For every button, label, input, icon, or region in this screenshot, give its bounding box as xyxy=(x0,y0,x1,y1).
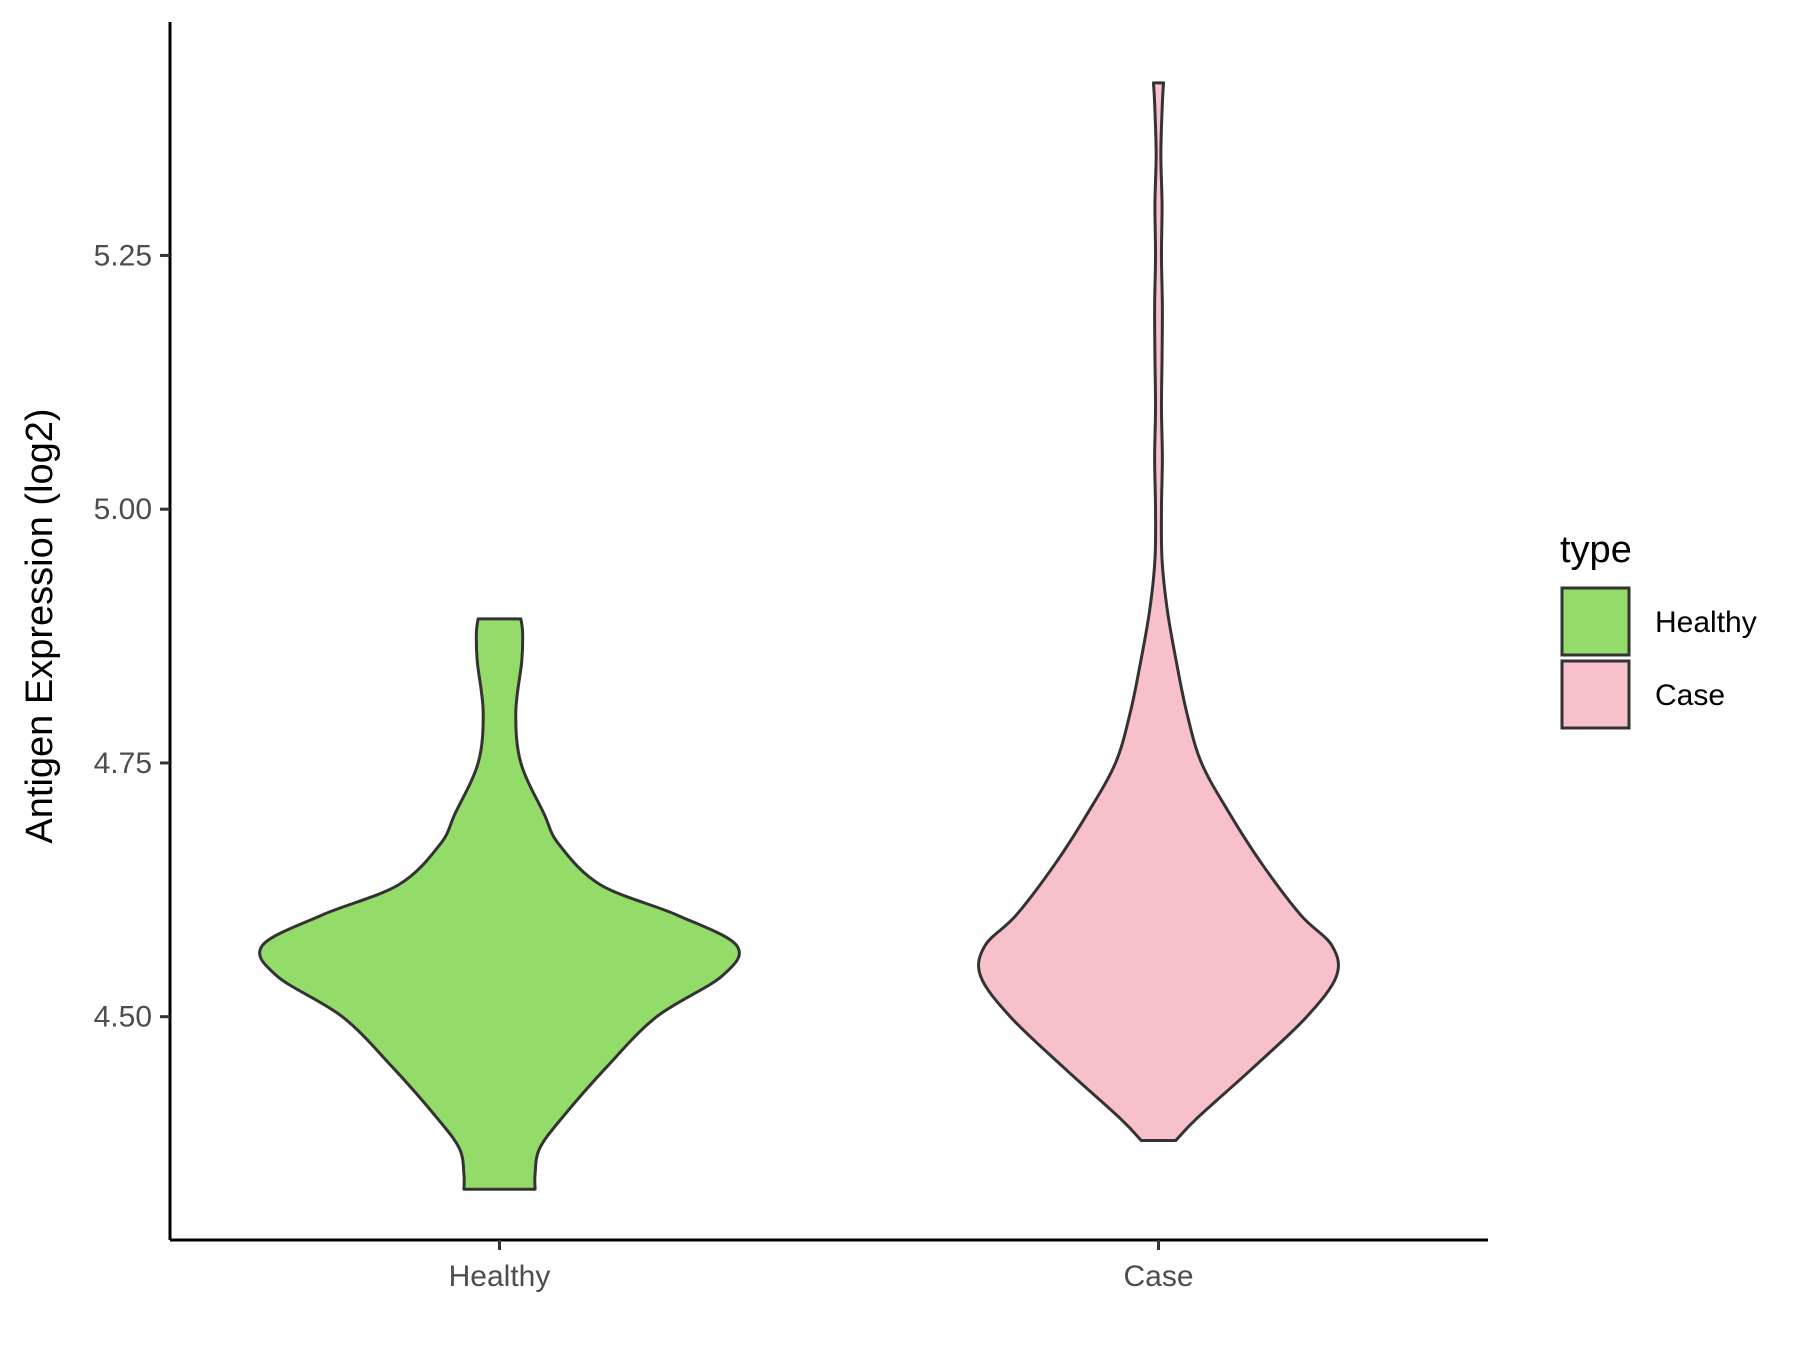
plot-area xyxy=(258,81,1340,1191)
y-axis-title: Antigen Expression (log2) xyxy=(19,408,61,843)
y-tick-label: 5.00 xyxy=(94,493,152,526)
legend: type Healthy Case xyxy=(1560,529,1757,730)
legend-title: type xyxy=(1560,529,1632,571)
violin-healthy xyxy=(258,617,741,1191)
legend-key-case xyxy=(1560,659,1631,730)
x-tick-label: Healthy xyxy=(449,1260,551,1293)
y-tick-label: 4.75 xyxy=(94,747,152,780)
legend-label-case: Case xyxy=(1655,679,1725,712)
legend-key-healthy xyxy=(1560,586,1631,657)
violin-case xyxy=(977,81,1340,1143)
axes: 4.50 4.75 5.00 5.25 Healthy Case xyxy=(94,22,1488,1293)
y-tick-label: 4.50 xyxy=(94,1001,152,1034)
legend-label-healthy: Healthy xyxy=(1655,606,1757,639)
y-tick-label: 5.25 xyxy=(94,239,152,272)
x-tick-label: Case xyxy=(1123,1260,1193,1293)
